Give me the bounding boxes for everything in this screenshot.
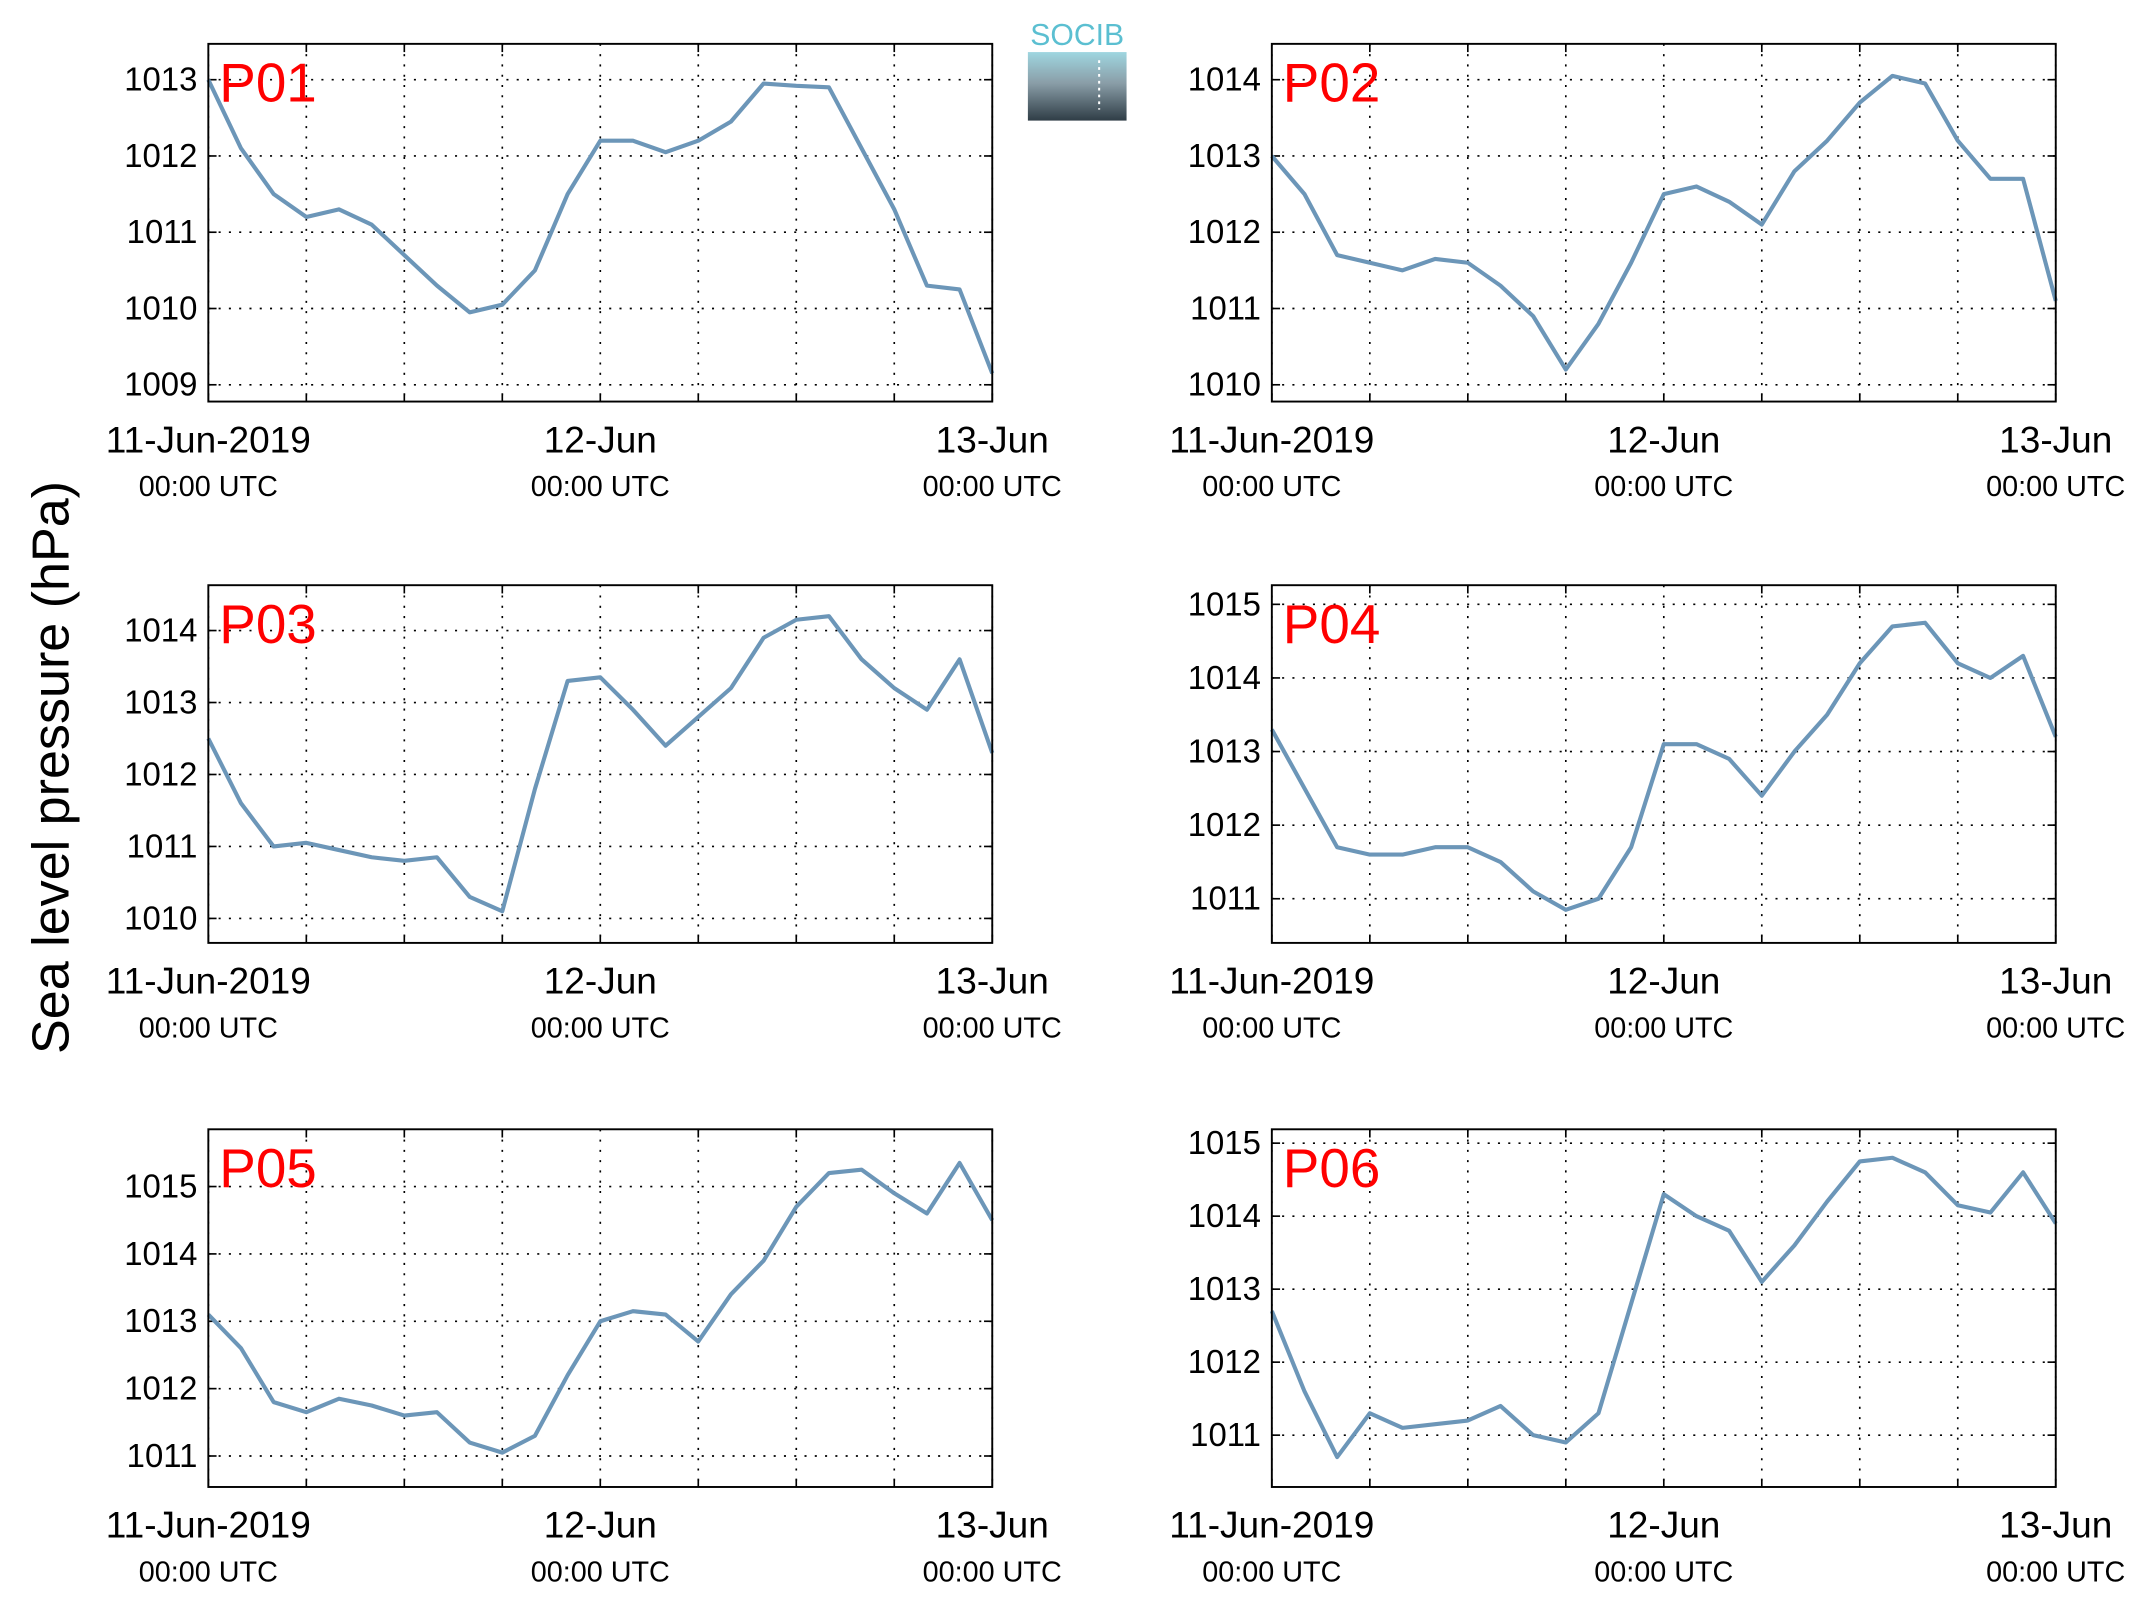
plot-frame	[1270, 42, 2057, 403]
panel-title: P03	[219, 593, 316, 655]
x-tick-sublabel: 00:00 UTC	[923, 471, 1062, 503]
data-line	[1270, 73, 2058, 372]
y-tick-label: 1011	[1190, 880, 1261, 917]
x-tick-sublabel: 00:00 UTC	[1202, 1012, 1341, 1044]
plot-background	[208, 1129, 993, 1487]
y-tick-label: 1009	[124, 366, 197, 403]
y-tick-label: 1013	[1188, 733, 1261, 770]
logo: SOCIB	[1027, 19, 1127, 121]
x-tick-label: 12-Jun	[544, 1505, 657, 1546]
x-tick-label: 13-Jun	[1999, 961, 2112, 1002]
y-axis-label: Sea level pressure (hPa)	[23, 481, 81, 1054]
y-tick-label: 1012	[124, 137, 197, 174]
x-tick-label: 11-Jun-2019	[1169, 961, 1374, 1002]
y-tick-label: 1014	[1188, 1197, 1261, 1234]
panel-title: P01	[219, 51, 316, 113]
x-tick-sublabel: 00:00 UTC	[1202, 471, 1341, 503]
y-tick-label: 1013	[124, 683, 197, 720]
x-tick-label: 13-Jun	[936, 961, 1049, 1002]
data-line	[206, 78, 995, 375]
y-tick-label: 1014	[124, 612, 197, 649]
panel: 1010 1011 1012 1013 1014 11-Jun-2019 00:00 UTC…	[106, 584, 1062, 1044]
plot-frame	[207, 584, 994, 944]
y-tick-label: 1015	[1188, 1124, 1261, 1161]
x-tick-label: 11-Jun-2019	[106, 419, 311, 460]
plot-frame	[207, 1128, 994, 1488]
x-tick-label: 11-Jun-2019	[106, 961, 311, 1002]
x-tick-label: 12-Jun	[544, 961, 657, 1002]
x-tick-sublabel: 00:00 UTC	[139, 471, 278, 503]
panel: 1011 1012 1013 1014 1015 11-Jun-2019 00:00 UTC…	[106, 1128, 1062, 1589]
plot-background	[208, 585, 993, 943]
plot-frame	[1270, 584, 2057, 944]
y-tick-label: 1011	[127, 827, 198, 864]
panel: 1009 1010 1011 1012 1013 11-Jun-2019 00:00 UTC…	[106, 42, 1062, 503]
panel-title: P05	[219, 1137, 316, 1199]
logo-block	[1027, 52, 1127, 121]
x-tick-label: 12-Jun	[1607, 961, 1720, 1002]
x-tick-label: 12-Jun	[1607, 419, 1720, 460]
x-tick-sublabel: 00:00 UTC	[1986, 1557, 2125, 1589]
x-tick-sublabel: 00:00 UTC	[531, 1557, 670, 1589]
x-tick-sublabel: 00:00 UTC	[1202, 1557, 1341, 1589]
x-tick-label: 11-Jun-2019	[1169, 419, 1374, 460]
plot-frame	[207, 42, 994, 403]
panel: 1010 1011 1012 1013 1014 11-Jun-2019 00:00 UTC…	[1169, 42, 2125, 503]
y-tick-label: 1011	[127, 213, 198, 250]
y-tick-label: 1013	[1188, 1270, 1261, 1307]
y-tick-label: 1014	[1188, 61, 1261, 98]
y-tick-label: 1013	[1188, 137, 1261, 174]
panel-title: P02	[1283, 51, 1381, 113]
y-tick-label: 1010	[124, 899, 197, 936]
y-tick-label: 1012	[1188, 806, 1261, 843]
x-tick-label: 11-Jun-2019	[1169, 1505, 1374, 1546]
x-tick-sublabel: 00:00 UTC	[531, 471, 670, 503]
y-tick-label: 1013	[124, 1302, 197, 1339]
y-tick-label: 1011	[127, 1437, 198, 1474]
x-tick-label: 13-Jun	[1999, 419, 2112, 460]
x-tick-sublabel: 00:00 UTC	[1594, 1012, 1733, 1044]
x-tick-sublabel: 00:00 UTC	[139, 1557, 278, 1589]
x-tick-label: 13-Jun	[936, 419, 1049, 460]
data-line	[206, 1160, 995, 1455]
plot-background	[208, 43, 993, 402]
x-tick-sublabel: 00:00 UTC	[531, 1012, 670, 1044]
y-tick-label: 1011	[1190, 1416, 1261, 1453]
plot-frame	[1270, 1128, 2057, 1488]
x-tick-label: 13-Jun	[936, 1505, 1049, 1546]
x-tick-label: 13-Jun	[1999, 1505, 2112, 1546]
data-line	[1270, 620, 2058, 912]
panel: 1011 1012 1013 1014 1015 11-Jun-2019 00:00 UTC…	[1169, 1124, 2125, 1588]
x-tick-label: 11-Jun-2019	[106, 1505, 311, 1546]
y-tick-label: 1012	[124, 1370, 197, 1407]
x-tick-sublabel: 00:00 UTC	[1986, 1012, 2125, 1044]
panel-title: P06	[1283, 1137, 1381, 1199]
x-tick-sublabel: 00:00 UTC	[1594, 1557, 1733, 1589]
y-tick-label: 1015	[1188, 585, 1261, 622]
y-tick-label: 1012	[124, 755, 197, 792]
y-tick-label: 1014	[1188, 659, 1261, 696]
y-tick-label: 1015	[124, 1168, 197, 1205]
x-tick-sublabel: 00:00 UTC	[1986, 471, 2125, 503]
y-tick-label: 1010	[1188, 366, 1261, 403]
panel: 1011 1012 1013 1014 1015 11-Jun-2019 00:00 UTC…	[1169, 584, 2125, 1044]
x-tick-sublabel: 00:00 UTC	[923, 1012, 1062, 1044]
panel-title: P04	[1283, 593, 1381, 655]
y-tick-label: 1013	[124, 61, 197, 98]
y-tick-label: 1011	[1190, 289, 1261, 326]
y-tick-label: 1012	[1188, 213, 1261, 250]
data-line	[1269, 1155, 2058, 1460]
x-tick-label: 12-Jun	[1607, 1505, 1720, 1546]
x-tick-sublabel: 00:00 UTC	[1594, 471, 1733, 503]
y-tick-label: 1012	[1188, 1343, 1261, 1380]
x-tick-label: 12-Jun	[544, 419, 657, 460]
logo-text: SOCIB	[1030, 19, 1124, 52]
y-tick-label: 1014	[124, 1235, 197, 1272]
y-tick-label: 1010	[124, 289, 197, 326]
x-tick-sublabel: 00:00 UTC	[139, 1012, 278, 1044]
x-tick-sublabel: 00:00 UTC	[923, 1557, 1062, 1589]
data-line	[206, 614, 995, 914]
plot-background	[1271, 43, 2056, 402]
